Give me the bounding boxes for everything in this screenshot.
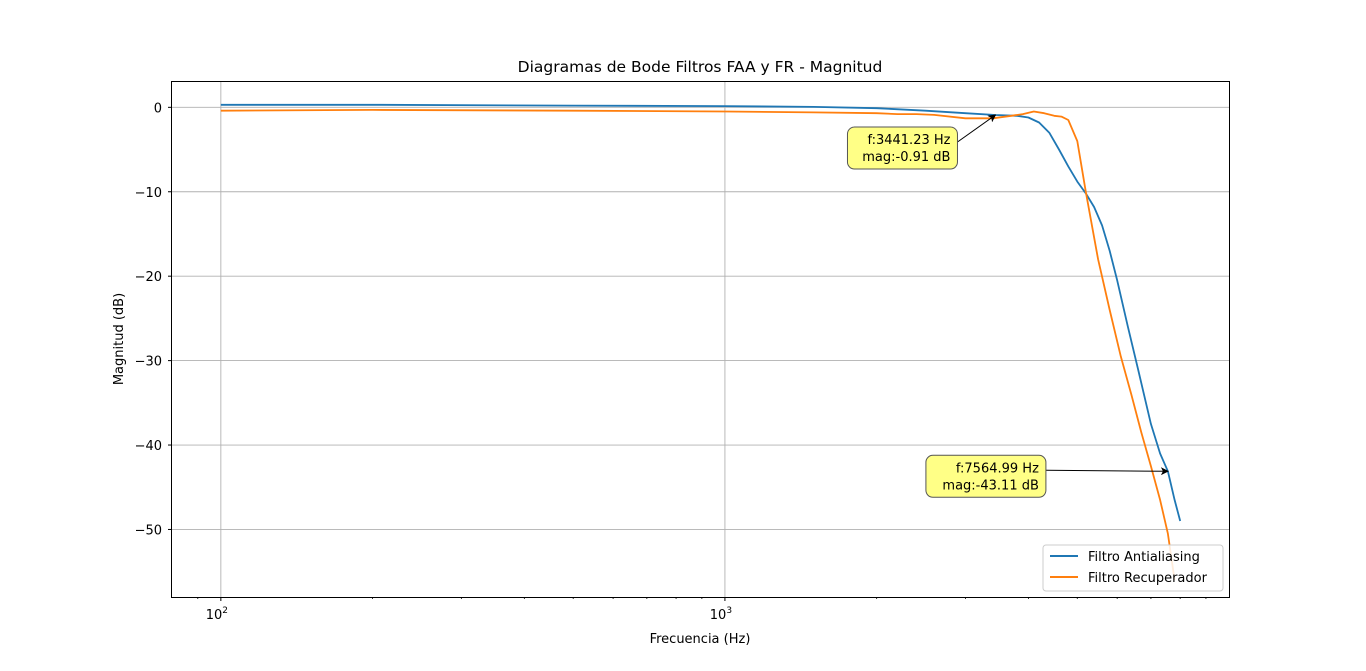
x-axis-label: Frecuencia (Hz) [650,632,751,647]
annotation-0: f:3441.23 Hz mag:-0.91 dB [846,114,997,170]
annotation-magnitude: mag:-0.91 dB [862,150,950,165]
y-tick-label: 0 [154,101,162,116]
y-tick-label: −20 [135,270,162,285]
annotation-box [925,454,1047,498]
y-tick-label: −40 [135,439,162,454]
annotation-frequency: f:7564.99 Hz [956,461,1039,476]
series-line-1 [220,109,1176,581]
annotation-box [846,126,958,170]
chart-title: Diagramas de Bode Filtros FAA y FR - Mag… [518,58,883,76]
series-layer [220,103,1182,581]
annotation-1: f:7564.99 Hz mag:-43.11 dB [925,454,1169,498]
annotation-arrow [1045,467,1169,476]
y-tick-label: −30 [135,355,162,370]
x-tick-labels: 102 103 [206,606,732,623]
annotation-frequency: f:3441.23 Hz [867,133,950,148]
annotations-layer: f:3441.23 Hz mag:-0.91 dB f:7564.99 Hz mag:… [846,114,1169,498]
legend: Filtro Antialiasing Filtro Recuperador [1042,544,1224,592]
x-tick-label: 102 [206,606,228,623]
legend-box [1042,544,1224,592]
x-tick-label: 103 [710,606,732,623]
legend-label-recuperador: Filtro Recuperador [1088,571,1208,586]
annotation-arrow [957,114,997,143]
y-tick-label: −50 [135,523,162,538]
annotation-magnitude: mag:-43.11 dB [942,478,1038,493]
major-tick-marks [168,106,726,601]
y-tick-labels: 0 −10 −20 −30 −40 −50 [135,101,162,538]
y-axis-label: Magnitud (dB) [112,293,127,385]
plot-frame [171,81,1230,598]
series-line-0 [220,103,1182,522]
y-tick-label: −10 [135,186,162,201]
legend-label-antialiasing: Filtro Antialiasing [1088,550,1200,565]
grid-lines [172,82,1229,597]
